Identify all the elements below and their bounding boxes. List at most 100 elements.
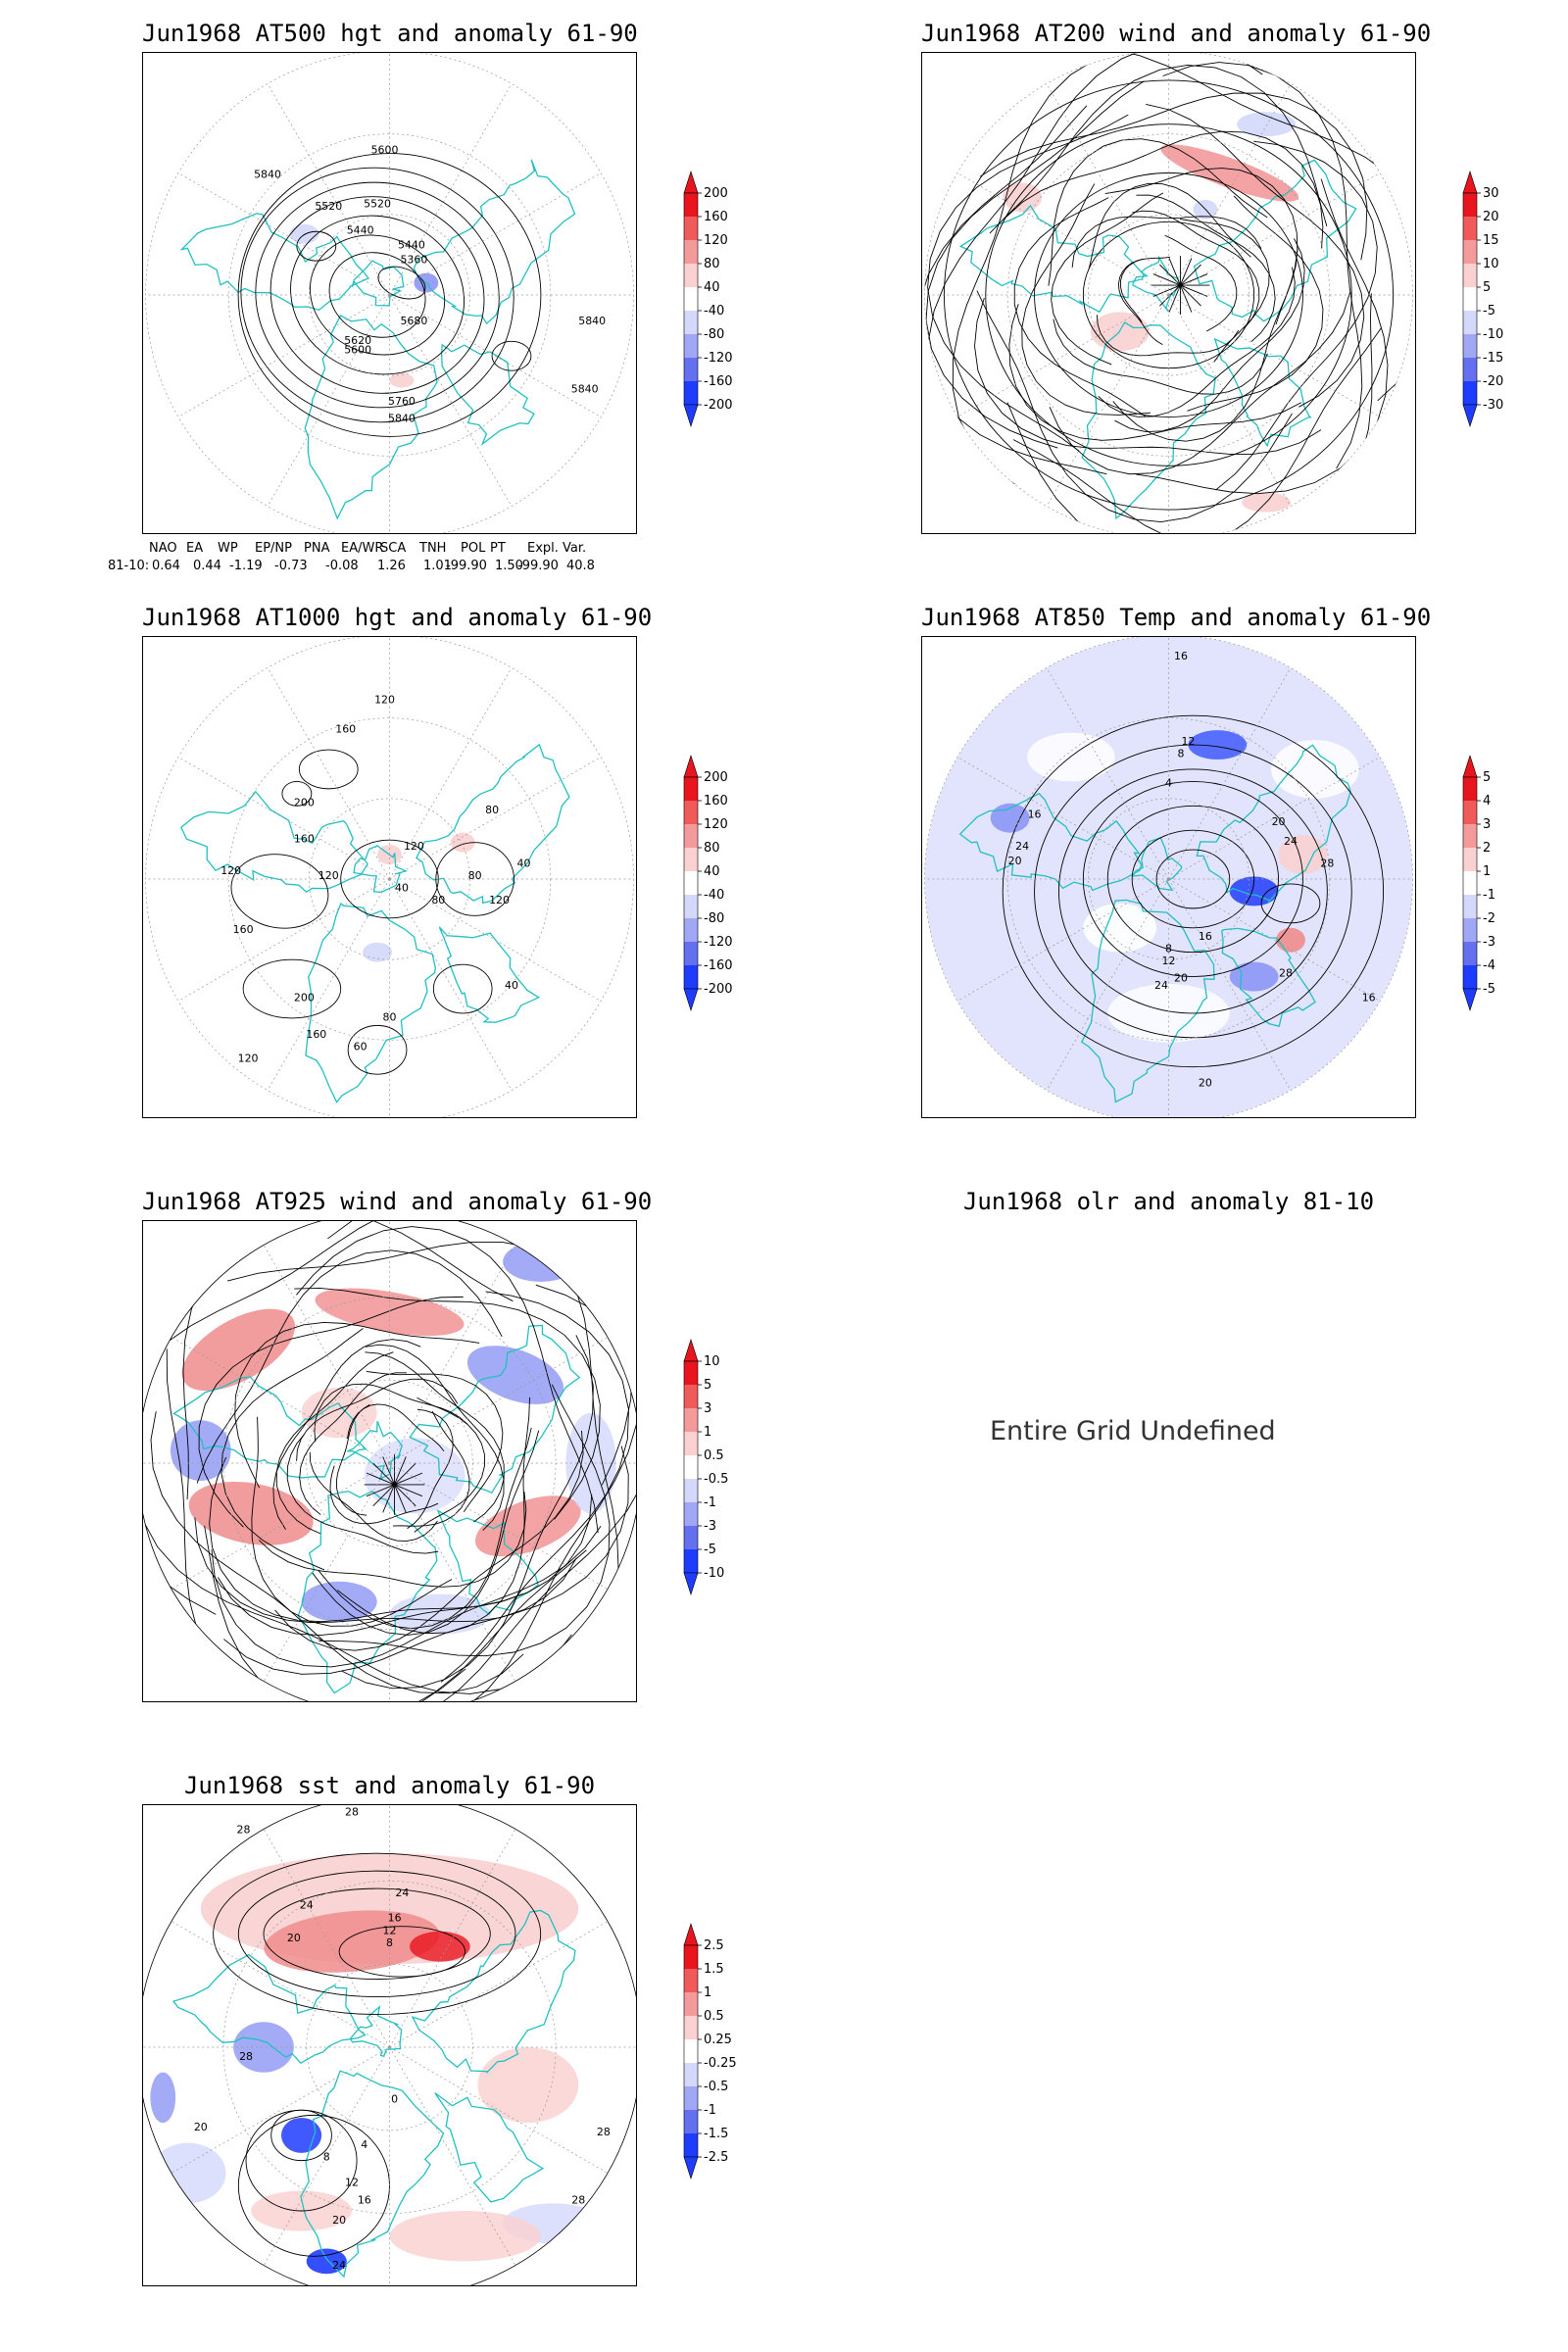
colorbar-tick-label: 80 bbox=[704, 257, 720, 271]
contour-label: 28 bbox=[345, 1806, 359, 1819]
contour-label: 160 bbox=[233, 923, 254, 936]
contour-label: 24 bbox=[332, 2259, 346, 2272]
contour-label: 16 bbox=[1362, 991, 1376, 1004]
colorbar-tick-label: 3 bbox=[704, 1401, 711, 1416]
contour-label: 24 bbox=[395, 1886, 409, 1899]
colorbar-tick-label: 160 bbox=[704, 794, 728, 808]
map-panel-p7: 28 28 24 20 24 16 12 8 28 20 12 8 4 0 16 20 24 28 28 bbox=[142, 1804, 637, 2286]
contour-label: 40 bbox=[516, 858, 530, 870]
colorbar-tick-label: -80 bbox=[704, 327, 724, 342]
contour-label: 28 bbox=[597, 2126, 611, 2138]
contour-label: 8 bbox=[386, 1936, 393, 1949]
colorbar-tick-label: -3 bbox=[704, 1519, 716, 1534]
colorbar-p3: 200 160 120 80 40 -40 -80 -120 -160 -200 bbox=[683, 755, 753, 1030]
map-panel-p5 bbox=[142, 1220, 637, 1702]
panel-title-p5: Jun1968 AT925 wind and anomaly 61-90 bbox=[142, 1188, 653, 1215]
colorbar-tick-label: 4 bbox=[1483, 794, 1491, 808]
colorbar-tick-label: -5 bbox=[704, 1543, 716, 1557]
contour-label: 4 bbox=[361, 2138, 368, 2151]
colorbar-tick-label: -30 bbox=[1483, 398, 1503, 413]
contour-label: 200 bbox=[294, 796, 315, 808]
contour-label: 16 bbox=[1028, 808, 1042, 821]
panel-title-p7: Jun1968 sst and anomaly 61-90 bbox=[183, 1772, 596, 1799]
contour-label: 120 bbox=[220, 864, 241, 877]
contour-label: 160 bbox=[294, 833, 315, 846]
panel-title-p4: Jun1968 AT850 Temp and anomaly 61-90 bbox=[921, 604, 1432, 631]
undefined-grid-message: Entire Grid Undefined bbox=[990, 1416, 1276, 1446]
colorbar-p5: 10 5 3 1 0.5 -0.5 -1 -3 -5 -10 bbox=[683, 1339, 753, 1614]
contour-label: 5760 bbox=[388, 395, 416, 408]
contour-label: 80 bbox=[485, 804, 499, 816]
index-value: 0.64 bbox=[152, 559, 180, 573]
contour-label: 24 bbox=[1154, 979, 1168, 992]
panel-title-p1: Jun1968 AT500 hgt and anomaly 61-90 bbox=[142, 20, 638, 47]
index-header: NAO bbox=[149, 541, 177, 556]
contour-label: 28 bbox=[1320, 858, 1334, 870]
contour-label: 5520 bbox=[315, 200, 342, 213]
index-value: 0.44 bbox=[193, 559, 221, 573]
colorbar-p2: 30 20 15 10 5 -5 -10 -15 -20 -30 bbox=[1462, 171, 1532, 446]
colorbar-tick-label: 5 bbox=[1483, 770, 1491, 785]
index-header: POL bbox=[461, 541, 486, 556]
colorbar-tick-label: 40 bbox=[704, 864, 720, 879]
contour-label: 20 bbox=[332, 2214, 346, 2227]
colorbar-tick-label: 160 bbox=[704, 210, 728, 224]
contour-label: 40 bbox=[505, 979, 518, 992]
contour-label: 28 bbox=[237, 1824, 251, 1837]
colorbar-tick-label: 1 bbox=[704, 1985, 711, 2000]
contour-label: 16 bbox=[1199, 930, 1212, 943]
colorbar-tick-label: 5 bbox=[1483, 280, 1491, 295]
colorbar-tick-label: 15 bbox=[1483, 233, 1499, 248]
contour-label: 24 bbox=[1015, 840, 1029, 853]
contour-label: 5840 bbox=[388, 412, 416, 424]
colorbar-tick-label: 0.25 bbox=[704, 2033, 732, 2047]
colorbar-tick-label: 1 bbox=[704, 1425, 711, 1440]
panel-title-p3: Jun1968 AT1000 hgt and anomaly 61-90 bbox=[142, 604, 653, 631]
map-panel-p4: 16 12 8 4 16 24 20 20 24 28 16 12 8 20 24 28 16 20 bbox=[921, 636, 1416, 1118]
colorbar-tick-label: -200 bbox=[704, 398, 733, 413]
colorbar-tick-label: 0.5 bbox=[704, 2009, 724, 2024]
colorbar-tick-label: -120 bbox=[704, 935, 733, 950]
contour-label: 5440 bbox=[398, 239, 425, 252]
contour-label: 80 bbox=[383, 1010, 397, 1023]
colorbar-tick-label: -2.5 bbox=[704, 2150, 728, 2165]
contour-label: 12 bbox=[1181, 735, 1195, 748]
index-table: NAO EA WP EP/NP PNA EA/WR SCA TNH POL PT Expl. Var… bbox=[108, 541, 735, 580]
contour-label: 28 bbox=[239, 2050, 253, 2063]
contour-label: 5840 bbox=[578, 315, 606, 327]
colorbar-tick-label: -1 bbox=[704, 1495, 716, 1510]
index-value: -0.73 bbox=[274, 559, 308, 573]
map-panel-p2 bbox=[921, 52, 1416, 534]
colorbar-tick-label: 80 bbox=[704, 841, 720, 856]
contour-label: 5520 bbox=[364, 197, 391, 210]
contour-label: 120 bbox=[238, 1053, 259, 1065]
colorbar-tick-label: -1 bbox=[1483, 888, 1495, 903]
index-header: EA/WR bbox=[341, 541, 384, 556]
colorbar-p1: 200 160 120 80 40 -40 -80 -120 -160 -200 bbox=[683, 171, 753, 446]
index-header: PNA bbox=[304, 541, 330, 556]
colorbar-tick-label: -40 bbox=[704, 888, 724, 903]
index-value: -99.90 bbox=[446, 559, 487, 573]
index-value: 1.26 bbox=[377, 559, 406, 573]
colorbar-tick-label: -0.5 bbox=[704, 1472, 728, 1487]
colorbar-tick-label: 0.5 bbox=[704, 1448, 724, 1463]
index-header: SCA bbox=[380, 541, 407, 556]
index-header: EA bbox=[186, 541, 204, 556]
colorbar-tick-label: 1 bbox=[1483, 864, 1491, 879]
colorbar-tick-label: 200 bbox=[704, 770, 728, 785]
contour-label: 5680 bbox=[400, 315, 427, 327]
colorbar-tick-label: -160 bbox=[704, 958, 733, 973]
map-panel-p3: 120 160 200 160 120 80 120 120 40 80 80 40 120 160 200… bbox=[142, 636, 637, 1118]
contour-label: 5600 bbox=[371, 144, 399, 157]
contour-label: 200 bbox=[294, 991, 315, 1004]
index-row-label: 81-10: bbox=[108, 559, 150, 573]
contour-label: 16 bbox=[1174, 650, 1188, 662]
colorbar-tick-label: -10 bbox=[704, 1566, 724, 1581]
colorbar-tick-label: 20 bbox=[1483, 210, 1499, 224]
colorbar-tick-label: 2.5 bbox=[704, 1938, 724, 1953]
colorbar-tick-label: 200 bbox=[704, 186, 728, 201]
colorbar-tick-label: 3 bbox=[1483, 817, 1491, 832]
colorbar-p4: 5 4 3 2 1 -1 -2 -3 -4 -5 bbox=[1462, 755, 1532, 1030]
contour-label: 160 bbox=[306, 1028, 326, 1041]
contour-label: 24 bbox=[300, 1899, 314, 1912]
